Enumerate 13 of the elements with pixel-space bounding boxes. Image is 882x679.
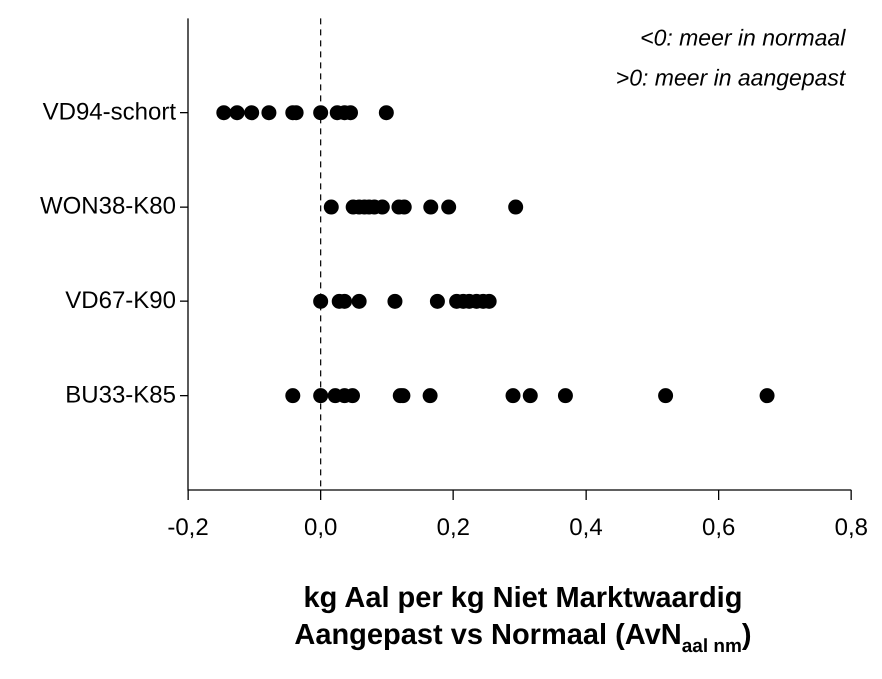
- y-tick-label: BU33-K85: [65, 381, 176, 408]
- annotation: >0: meer in aangepast: [616, 64, 847, 90]
- x-axis-title: kg Aal per kg Niet Marktwaardig Aangepast vs Normaal (AvN$_{aal nm}$): [293, 581, 753, 657]
- x-tick-label: 0,2: [436, 514, 470, 542]
- x-tick-label: 0,8: [834, 514, 868, 542]
- annotation: <0: meer in normaal: [640, 24, 846, 50]
- x-tick-label: 0,6: [702, 514, 736, 542]
- x-tick-label: 0,4: [569, 514, 603, 542]
- x-tick-label: -0,2: [167, 514, 209, 542]
- y-tick-label: VD94-schort: [42, 98, 176, 126]
- x-tick-label: 0,0: [304, 514, 338, 542]
- y-tick-label: VD67-K90: [65, 286, 176, 314]
- y-tick-label: WON38-K80: [40, 192, 176, 220]
